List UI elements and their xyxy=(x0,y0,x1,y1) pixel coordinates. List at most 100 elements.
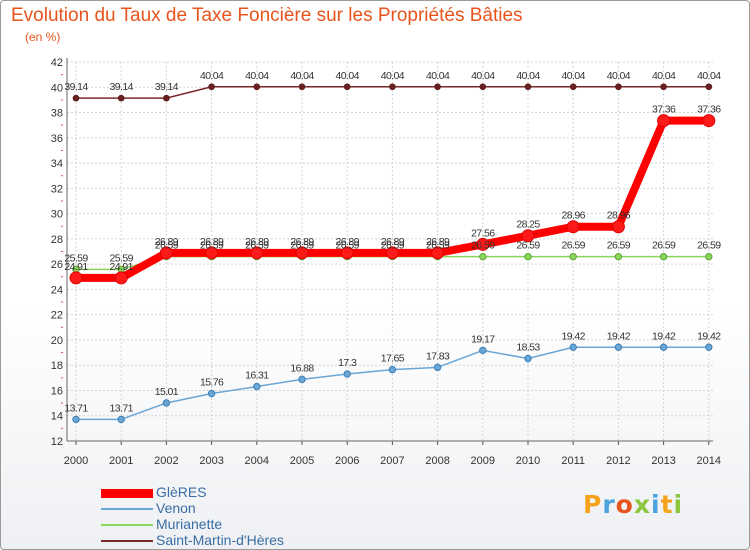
data-point-venon xyxy=(659,343,668,351)
data-label-venon: 13.71 xyxy=(110,402,134,414)
data-label-saint-martin-d-heres: 40.04 xyxy=(562,70,586,82)
data-point-gleres xyxy=(340,246,354,260)
data-label-gleres: 26.89 xyxy=(245,236,269,248)
data-label-murianette: 26.59 xyxy=(200,240,224,252)
data-point-saint-martin-d-heres xyxy=(524,83,532,91)
data-label-gleres: 26.89 xyxy=(200,236,224,248)
data-label-venon: 15.76 xyxy=(200,376,224,388)
data-point-saint-martin-d-heres xyxy=(163,94,170,102)
data-point-saint-martin-d-heres xyxy=(479,83,487,91)
y-tick-label: 20 xyxy=(51,335,63,347)
data-label-gleres: 24.91 xyxy=(110,261,134,273)
data-label-saint-martin-d-heres: 40.04 xyxy=(471,70,495,82)
data-label-saint-martin-d-heres: 39.14 xyxy=(110,81,134,93)
data-label-saint-martin-d-heres: 40.04 xyxy=(697,70,721,82)
data-label-gleres: 37.36 xyxy=(652,104,676,116)
legend-item: Venon xyxy=(101,500,361,517)
x-tick-label: 2009 xyxy=(471,455,495,467)
data-label-murianette: 26.59 xyxy=(245,240,269,252)
data-label-venon: 19.17 xyxy=(471,333,495,345)
legend-swatch xyxy=(101,488,153,498)
data-label-murianette: 26.59 xyxy=(562,240,586,252)
data-point-saint-martin-d-heres xyxy=(569,83,577,91)
x-tick-label: 2003 xyxy=(199,455,223,467)
data-label-gleres: 28.96 xyxy=(562,210,586,222)
data-label-saint-martin-d-heres: 39.14 xyxy=(64,81,88,93)
data-label-venon: 19.42 xyxy=(652,330,676,342)
data-label-saint-martin-d-heres: 40.04 xyxy=(290,70,314,82)
data-point-venon xyxy=(298,375,306,384)
x-tick-label: 2007 xyxy=(380,455,404,467)
legend-item: Murianette xyxy=(101,516,361,533)
data-point-saint-martin-d-heres xyxy=(705,83,713,91)
logo-letter: t xyxy=(660,490,674,519)
data-point-venon xyxy=(433,363,442,372)
data-point-murianette xyxy=(614,252,623,261)
data-label-gleres: 26.89 xyxy=(426,236,450,248)
data-point-venon xyxy=(117,415,125,424)
data-label-gleres: 28.25 xyxy=(516,219,540,231)
logo-letter: r xyxy=(602,490,616,519)
data-point-venon xyxy=(72,415,80,424)
y-tick-label: 30 xyxy=(51,209,63,221)
x-tick-label: 2012 xyxy=(606,455,630,467)
data-point-gleres xyxy=(566,220,580,234)
data-label-venon: 15.01 xyxy=(155,386,179,398)
data-point-gleres xyxy=(611,220,625,234)
data-label-gleres: 26.89 xyxy=(290,236,314,248)
data-label-gleres: 26.89 xyxy=(381,236,405,248)
y-tick-label: 22 xyxy=(51,310,63,322)
data-point-venon xyxy=(253,382,261,391)
legend-label: Venon xyxy=(156,500,196,516)
data-point-saint-martin-d-heres xyxy=(298,83,306,91)
y-tick-label: 32 xyxy=(51,183,63,195)
x-tick-label: 2013 xyxy=(651,455,675,467)
x-tick-label: 2002 xyxy=(154,455,178,467)
data-label-murianette: 26.59 xyxy=(426,240,450,252)
logo-letter: i xyxy=(651,490,661,519)
data-label-saint-martin-d-heres: 40.04 xyxy=(200,70,224,82)
data-label-venon: 13.71 xyxy=(64,402,88,414)
data-point-saint-martin-d-heres xyxy=(117,94,125,102)
data-point-saint-martin-d-heres xyxy=(434,83,441,91)
data-point-murianette xyxy=(659,252,668,261)
data-label-venon: 16.88 xyxy=(290,362,314,374)
data-point-gleres xyxy=(205,246,219,260)
data-point-saint-martin-d-heres xyxy=(253,83,261,91)
x-tick-label: 2011 xyxy=(561,455,585,467)
data-label-murianette: 25.59 xyxy=(110,252,134,264)
proxiti-logo: Proxiti xyxy=(583,490,683,519)
data-label-saint-martin-d-heres: 40.04 xyxy=(607,70,631,82)
data-point-gleres xyxy=(250,246,264,260)
logo-letter: i xyxy=(673,490,684,519)
x-tick-label: 2000 xyxy=(64,455,88,467)
chart-title: Evolution du Taux de Taxe Foncière sur l… xyxy=(11,5,523,26)
data-point-gleres xyxy=(476,237,490,251)
data-label-murianette: 26.59 xyxy=(471,240,495,252)
data-point-gleres xyxy=(295,246,309,260)
x-tick-label: 2004 xyxy=(245,455,269,467)
y-tick-label: 36 xyxy=(51,133,63,145)
logo-letter: x xyxy=(633,490,651,519)
data-point-venon xyxy=(388,365,397,374)
legend-label: GlèRES xyxy=(156,484,207,500)
data-label-murianette: 26.59 xyxy=(381,240,405,252)
x-tick-label: 2005 xyxy=(290,455,314,467)
data-point-saint-martin-d-heres xyxy=(615,83,622,91)
y-tick-label: 16 xyxy=(51,385,63,397)
data-point-gleres xyxy=(159,246,173,260)
y-tick-label: 42 xyxy=(51,57,63,69)
data-point-venon xyxy=(207,389,216,398)
x-tick-label: 2008 xyxy=(425,455,449,467)
y-tick-label: 26 xyxy=(51,259,63,271)
legend-item: Saint-Martin-d'Hères xyxy=(101,532,361,549)
legend-swatch xyxy=(101,508,153,510)
chart-unit-label: (en %) xyxy=(25,30,61,44)
data-label-gleres: 26.89 xyxy=(155,236,179,248)
legend-label: Murianette xyxy=(156,516,223,532)
data-label-venon: 19.42 xyxy=(607,330,631,342)
y-tick-label: 18 xyxy=(51,360,63,372)
data-point-venon xyxy=(524,354,532,363)
data-point-venon xyxy=(614,343,623,351)
series-lines xyxy=(69,83,716,424)
